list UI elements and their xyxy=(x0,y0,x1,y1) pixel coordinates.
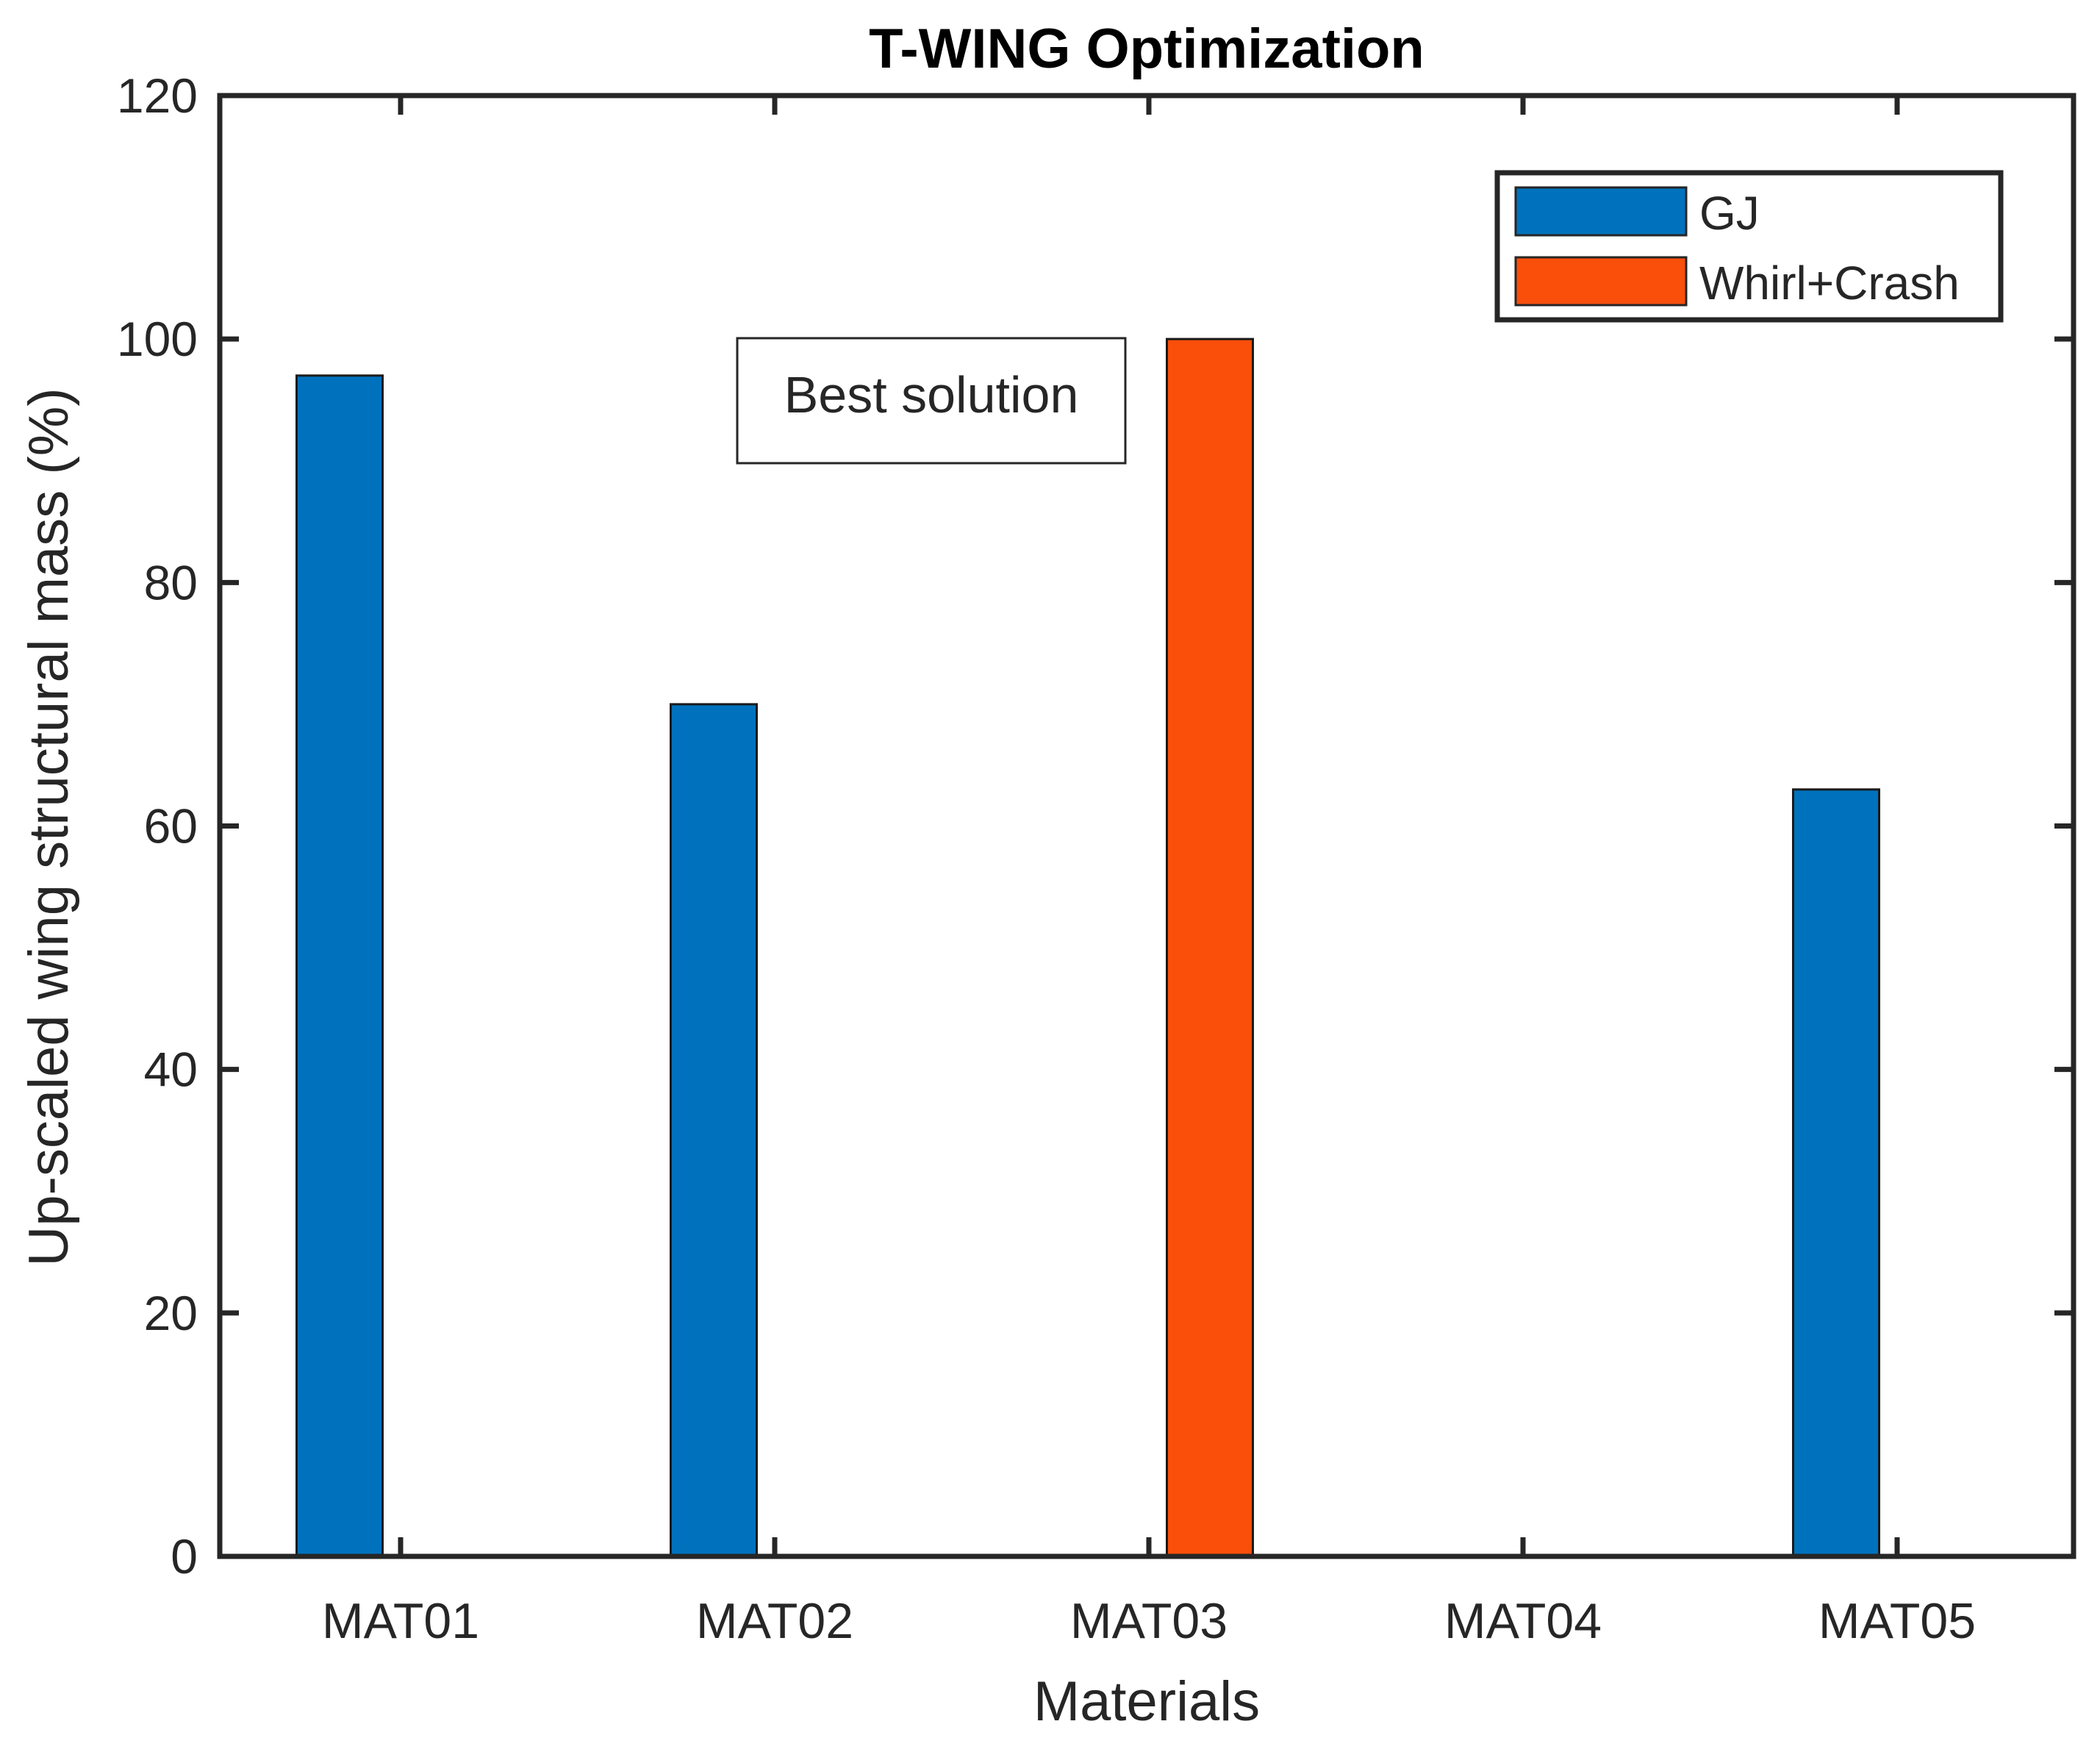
ticks-group: 0 20 40 60 80 100 120 MAT01 MAT02 MAT03 MAT04 MAT05 xyxy=(117,68,2074,1649)
y-tick-label: 80 xyxy=(144,555,198,609)
legend: GJ Whirl+Crash xyxy=(1494,170,2004,323)
bar-gj-mat01 xyxy=(295,374,384,1558)
y-tick-label: 0 xyxy=(171,1529,198,1584)
annotation-text: Best solution xyxy=(784,366,1079,423)
y-tick-label: 60 xyxy=(144,799,198,854)
x-tick-label-mat05: MAT05 xyxy=(1818,1593,1976,1649)
legend-swatch-gj xyxy=(1514,186,1688,237)
chart-title: T-WING Optimization xyxy=(869,18,1425,80)
y-tick-label: 20 xyxy=(144,1286,198,1340)
y-tick-label: 40 xyxy=(144,1042,198,1097)
bar-gj-mat05 xyxy=(1792,788,1880,1558)
y-axis-label: Up-scaled wing structural mass (%) xyxy=(18,387,80,1266)
legend-swatch-whirl-crash xyxy=(1514,256,1688,307)
x-tick-label-mat03: MAT03 xyxy=(1070,1593,1228,1649)
x-tick-label-mat04: MAT04 xyxy=(1444,1593,1602,1649)
bars-group xyxy=(295,337,1880,1558)
bar-whirl-crash-mat03 xyxy=(1166,337,1254,1558)
y-tick-label: 120 xyxy=(117,68,198,123)
annotation-frame xyxy=(736,337,1127,465)
legend-label-gj: GJ xyxy=(1699,187,1760,240)
plot-area-frame xyxy=(217,93,2076,1559)
x-tick-label-mat01: MAT01 xyxy=(322,1593,479,1649)
x-tick-label-mat02: MAT02 xyxy=(696,1593,853,1649)
annotation-best-solution: Best solution xyxy=(736,337,1127,465)
x-axis-label: Materials xyxy=(1033,1670,1260,1733)
legend-label-whirl-crash: Whirl+Crash xyxy=(1699,257,1960,310)
bar-gj-mat02 xyxy=(670,703,758,1558)
y-tick-label: 100 xyxy=(117,312,198,366)
